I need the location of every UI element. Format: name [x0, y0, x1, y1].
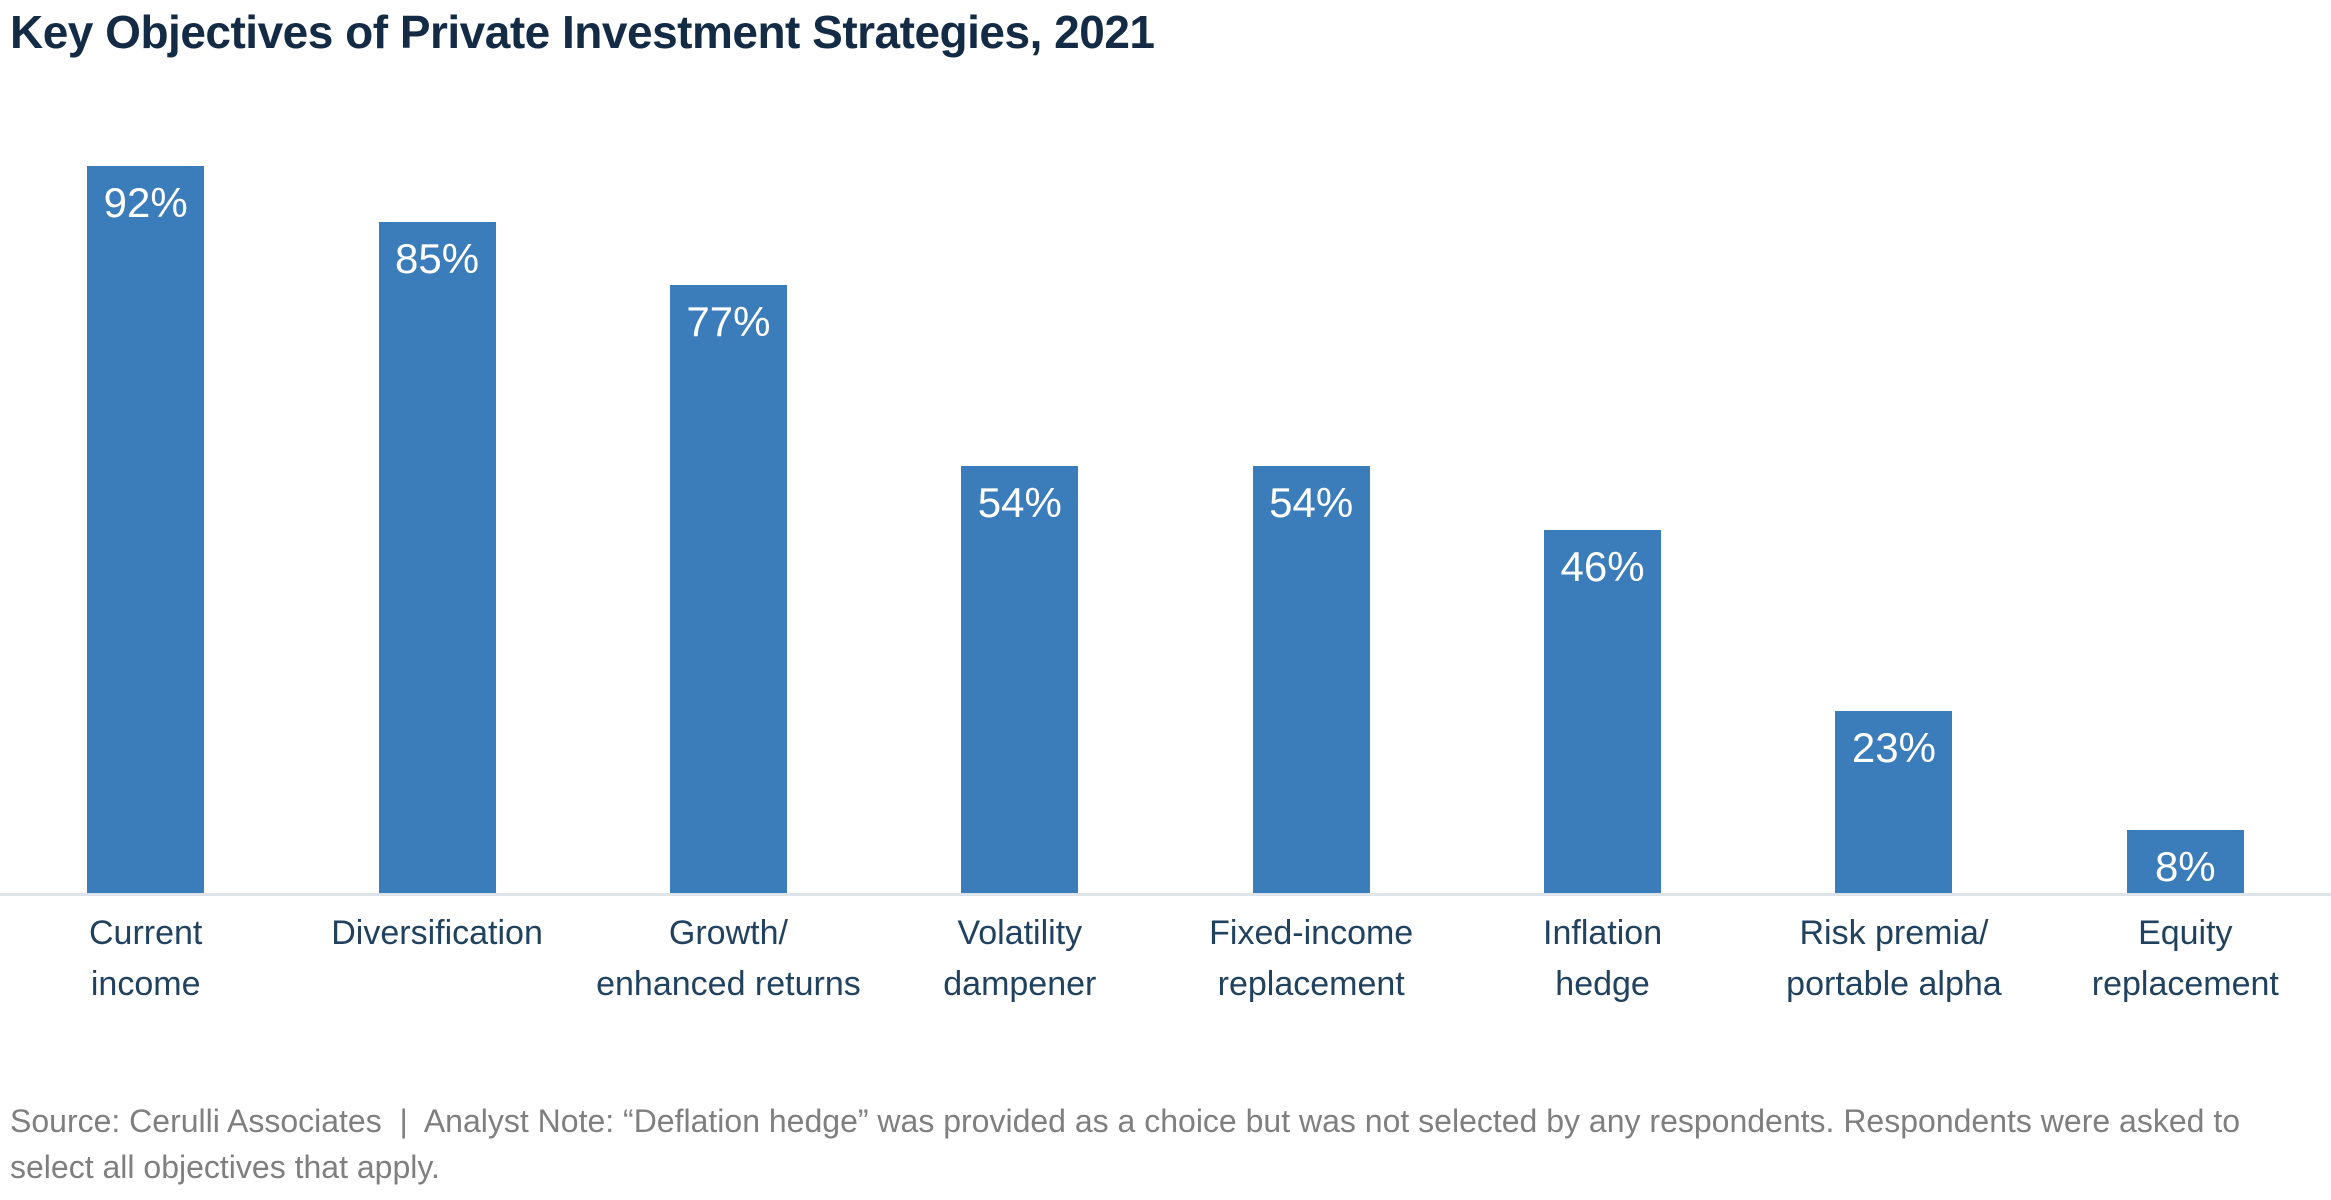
bar: 54%	[1252, 466, 1370, 893]
category-label: Equity replacement	[2091, 914, 2279, 1003]
bar-column: 77%	[583, 103, 874, 893]
bar: 77%	[669, 284, 787, 893]
bar-value-label: 77%	[686, 297, 771, 345]
chart-title: Key Objectives of Private Investment Str…	[10, 6, 1155, 58]
bar-column: 8%	[2040, 103, 2331, 893]
category-label: Growth/ enhanced returns	[596, 914, 861, 1003]
category-label: Inflation hedge	[1543, 914, 1663, 1003]
bar: 23%	[1835, 711, 1953, 893]
bar: 46%	[1544, 529, 1662, 893]
bar: 92%	[87, 166, 205, 893]
bar-value-label: 8%	[2154, 842, 2216, 890]
bar-chart-plot-area: 92% 85% 77% 54% 54% 46% 23% 8%	[0, 103, 2331, 893]
bar-column: 54%	[874, 103, 1165, 893]
category-label: Diversification	[331, 914, 543, 952]
category-label: Risk premia/ portable alpha	[1786, 914, 2002, 1003]
bar-value-label: 54%	[1269, 479, 1354, 527]
bar-column: 85%	[291, 103, 582, 893]
bar: 85%	[378, 221, 496, 893]
bar-column: 92%	[0, 103, 291, 893]
x-axis-baseline	[0, 893, 2331, 896]
category-label: Volatility dampener	[943, 914, 1097, 1003]
bar-value-label: 46%	[1560, 542, 1645, 590]
x-axis-category-labels: Current income Diversification Growth/ enh…	[0, 908, 2331, 1010]
bar-value-label: 23%	[1851, 724, 1936, 772]
bar: 8%	[2126, 829, 2244, 893]
bar-value-label: 85%	[395, 234, 480, 282]
category-label: Fixed-income replacement	[1209, 914, 1414, 1003]
category-label: Current income	[89, 914, 203, 1003]
bar-value-label: 92%	[103, 179, 188, 227]
bar: 54%	[961, 466, 1079, 893]
bar-column: 46%	[1457, 103, 1748, 893]
bar-column: 23%	[1748, 103, 2039, 893]
bar-column: 54%	[1166, 103, 1457, 893]
source-note: Source: Cerulli Associates | Analyst Not…	[10, 1103, 2249, 1186]
bar-value-label: 54%	[977, 479, 1062, 527]
